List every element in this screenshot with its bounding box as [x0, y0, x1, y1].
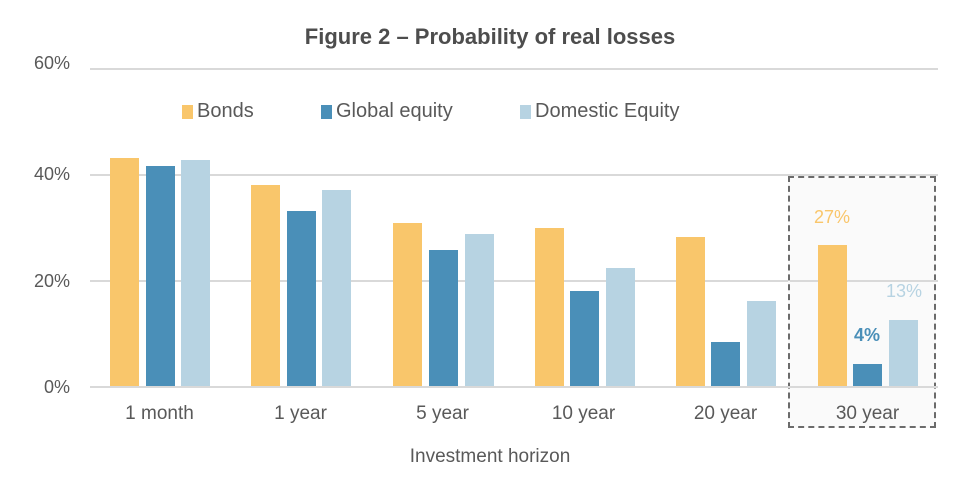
chart-title: Figure 2 – Probability of real losses	[304, 24, 676, 49]
bar-global-20-year	[711, 342, 740, 387]
data-label-domestic-30-year: 13%	[885, 281, 923, 301]
bar-global-10-year	[570, 291, 599, 387]
bar-global-30-year	[853, 364, 882, 387]
bar-bonds-20-year	[676, 237, 705, 387]
x-tick-30-year: 30 year	[835, 403, 900, 424]
bar-domestic-1-year	[322, 190, 351, 387]
data-label-bonds-30-year: 27%	[813, 207, 851, 227]
x-tick-1-year: 1 year	[274, 403, 327, 424]
y-tick-20: 20%	[33, 271, 70, 291]
legend-bonds: Bonds	[182, 100, 254, 123]
bar-global-5-year	[429, 250, 458, 387]
bar-bonds-1-year	[251, 185, 280, 387]
gridline-60	[90, 68, 938, 70]
bar-bonds-30-year	[818, 245, 847, 387]
gridline-40	[90, 174, 938, 176]
y-tick-0: 0%	[43, 377, 70, 397]
legend-swatch-global	[321, 104, 332, 119]
y-tick-40: 40%	[33, 164, 70, 184]
bar-domestic-30-year	[889, 320, 918, 387]
bar-global-1-month	[146, 166, 175, 387]
bar-bonds-5-year	[393, 223, 422, 387]
x-axis-baseline	[90, 386, 938, 388]
legend-swatch-domestic	[520, 104, 531, 119]
data-label-global-30-year: 4%	[853, 325, 880, 345]
bar-bonds-10-year	[535, 228, 564, 387]
bar-global-1-year	[287, 211, 316, 387]
bar-domestic-5-year	[465, 234, 494, 387]
legend-global-equity: Global equity	[321, 100, 453, 123]
bar-bonds-1-month	[110, 158, 139, 387]
x-axis-label: Investment horizon	[409, 446, 571, 467]
gridline-20	[90, 280, 938, 282]
legend-swatch-bonds	[182, 104, 193, 119]
gridline-20-over	[790, 280, 936, 282]
x-tick-10-year: 10 year	[551, 403, 616, 424]
x-tick-20-year: 20 year	[693, 403, 758, 424]
x-tick-5-year: 5 year	[416, 403, 469, 424]
x-tick-1-month: 1 month	[125, 403, 194, 424]
gridline-40-over	[790, 174, 936, 176]
y-tick-60: 60%	[33, 53, 70, 73]
bar-domestic-10-year	[606, 268, 635, 387]
bar-domestic-1-month	[181, 160, 210, 387]
legend-domestic-equity: Domestic Equity	[520, 100, 680, 123]
bar-domestic-20-year	[747, 301, 776, 387]
